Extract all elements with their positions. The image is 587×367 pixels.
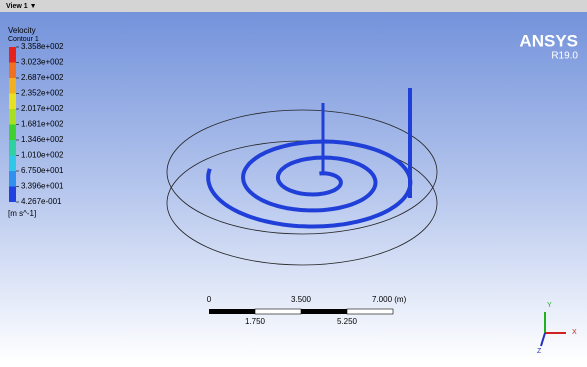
- legend-swatch: [9, 187, 16, 203]
- legend-label: 2.687e+002: [21, 73, 64, 82]
- scale-label: 0: [207, 295, 212, 304]
- toolbar: [0, 0, 587, 12]
- legend-label: 1.346e+002: [21, 135, 64, 144]
- legend-title: Velocity: [8, 26, 36, 35]
- legend-label: 6.750e+001: [21, 166, 64, 175]
- legend-label: 3.396e+001: [21, 182, 64, 191]
- scale-label: 1.750: [245, 317, 266, 326]
- legend-swatch: [9, 109, 16, 125]
- axis-z: Z: [537, 348, 542, 355]
- view-selector[interactable]: View 1 ▼: [6, 3, 37, 10]
- legend-label: 2.352e+002: [21, 89, 64, 98]
- legend-label: 3.358e+002: [21, 42, 64, 51]
- legend-swatch: [9, 156, 16, 172]
- scale-label: 3.500: [291, 295, 312, 304]
- scale-bar: [209, 309, 393, 314]
- scale-label: 7.000 (m): [372, 295, 407, 304]
- legend-label: 1.010e+002: [21, 151, 64, 160]
- legend-swatch: [9, 47, 16, 63]
- background: [0, 0, 587, 362]
- legend-swatch: [9, 63, 16, 79]
- legend-swatch: [9, 125, 16, 141]
- legend-swatch: [9, 140, 16, 156]
- legend-swatch: [9, 94, 16, 110]
- axis-y: Y: [547, 302, 552, 309]
- scale-label: 5.250: [337, 317, 358, 326]
- legend-label: 4.267e-001: [21, 197, 62, 206]
- legend-label: 2.017e+002: [21, 104, 64, 113]
- viewport: View 1 ▼ Velocity Contour 1 3.358e+0023.…: [0, 0, 587, 362]
- legend-label: 3.023e+002: [21, 58, 64, 67]
- brand-version: R19.0: [551, 51, 578, 62]
- legend-label: 1.681e+002: [21, 120, 64, 129]
- brand-name: ANSYS: [519, 31, 578, 50]
- legend-unit: [m s^-1]: [8, 209, 36, 218]
- legend-swatch: [9, 171, 16, 187]
- legend-swatch: [9, 78, 16, 94]
- axis-x: X: [572, 329, 577, 336]
